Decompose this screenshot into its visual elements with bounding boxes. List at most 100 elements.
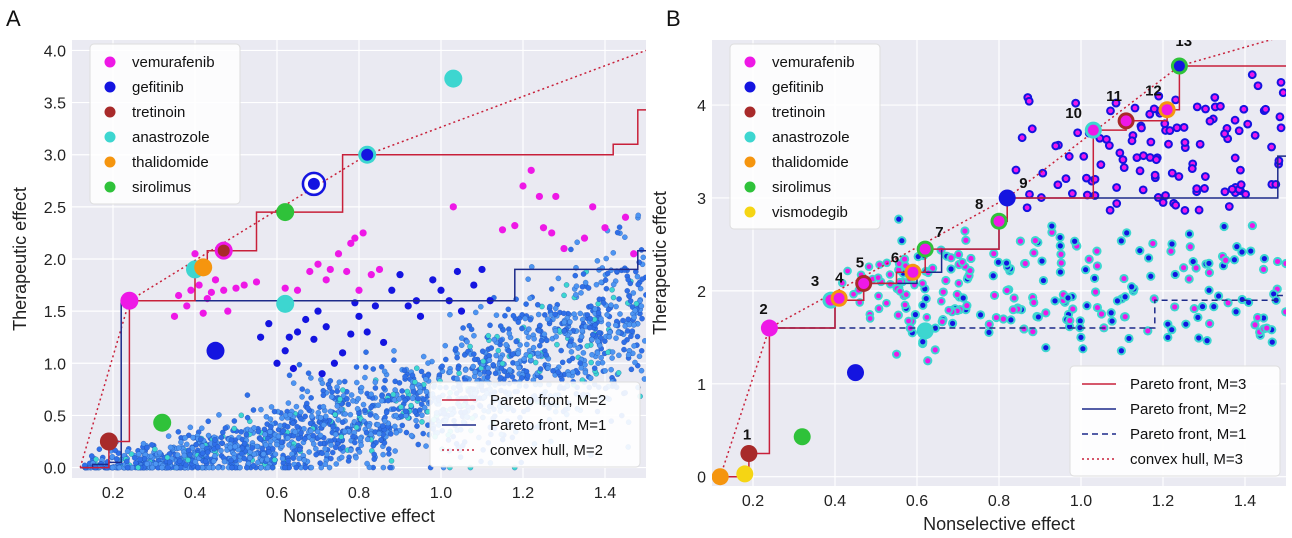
vemurafenib-point — [1278, 125, 1284, 131]
vemurafenib-point — [1174, 125, 1180, 131]
cloud-point — [558, 347, 564, 354]
y-tick-label: 2 — [697, 284, 706, 301]
y-tick-label: 0.0 — [44, 461, 66, 478]
inner-point — [1239, 249, 1245, 255]
legend-drugs: vemurafenib gefitinib tretinoin anastrozole… — [729, 43, 881, 230]
vemurafenib-point — [1245, 121, 1251, 127]
cloud-point — [527, 295, 533, 302]
inner-point — [1118, 238, 1124, 244]
vemurafenib-point — [1222, 131, 1228, 137]
vemurafenib-point — [1066, 154, 1072, 159]
y-tick-label: 3.5 — [44, 96, 66, 113]
cloud-point — [641, 376, 646, 382]
vemurafenib-point — [1277, 114, 1283, 120]
inner-point — [1049, 223, 1055, 229]
cloud-point — [414, 365, 420, 371]
pareto-point-label: 6 — [891, 249, 899, 266]
x-tick-label: 1.0 — [1070, 493, 1092, 510]
inner-point — [1221, 223, 1227, 230]
vemurafenib-point — [1194, 104, 1200, 110]
panel-b-letter: B — [666, 6, 681, 31]
vemurafenib-point — [1229, 186, 1235, 192]
y-tick-label: 0.5 — [44, 408, 66, 425]
inner-point — [960, 295, 966, 301]
cloud-point — [571, 311, 577, 317]
inner-point — [899, 238, 905, 244]
cloud-point — [513, 338, 519, 345]
inner-point — [986, 329, 992, 335]
pareto-point-label: 4 — [835, 269, 844, 286]
cloud-point — [328, 442, 334, 448]
vemurafenib-point — [920, 281, 925, 286]
cloud-point — [502, 312, 508, 319]
y-tick-label: 4 — [697, 98, 706, 115]
cloud-point — [218, 447, 224, 454]
inner-point — [901, 256, 908, 262]
inner-point — [1225, 300, 1231, 306]
y-tick-label: 3.0 — [44, 148, 66, 165]
cloud-point — [634, 273, 641, 280]
inner-point — [1150, 240, 1156, 247]
vemurafenib-point — [1055, 182, 1061, 188]
vemurafenib-point — [1084, 192, 1090, 198]
inner-point — [1234, 244, 1240, 250]
vemurafenib-point — [1114, 201, 1120, 206]
vemurafenib-point — [1207, 118, 1213, 124]
cloud-point — [345, 401, 352, 408]
cloud-point — [526, 326, 532, 332]
vemurafenib-point — [876, 293, 881, 299]
highlight-vemurafenib — [763, 322, 775, 334]
highlight-vemurafenib — [993, 215, 1005, 227]
inner-point — [1255, 314, 1261, 321]
pareto-point-label: 11 — [1106, 88, 1122, 105]
inner-point — [1058, 260, 1064, 266]
inner-point — [1109, 318, 1115, 324]
pareto-point-label: 9 — [1019, 175, 1027, 192]
inner-point — [991, 251, 997, 257]
cloud-point — [199, 425, 205, 432]
legend-label-tretinoin: tretinoin — [772, 104, 825, 121]
legend-marker-anastrozole — [744, 131, 756, 143]
cloud-point — [478, 303, 484, 310]
inner-point — [949, 320, 956, 326]
vemurafenib-point — [887, 272, 893, 277]
vemurafenib-point — [1024, 205, 1030, 211]
vemurafenib-point — [1029, 126, 1035, 132]
cloud-point — [399, 422, 406, 429]
legend-marker-thalidomide — [744, 156, 756, 168]
inner-point — [990, 273, 996, 279]
vemurafenib-point — [1132, 105, 1138, 111]
vemurafenib-point — [845, 268, 851, 274]
cloud-point — [381, 385, 387, 391]
cloud-point — [327, 378, 334, 384]
cloud-point — [348, 392, 355, 398]
cloud-point — [580, 271, 587, 277]
vemurafenib-point — [924, 314, 930, 320]
highlight-tretinoin — [743, 447, 755, 459]
inner-point — [1080, 346, 1086, 352]
vemurafenib-point — [1084, 175, 1089, 181]
y-axis-label: Therapeutic effect — [650, 191, 670, 335]
legend-label-anastrozole: anastrozole — [772, 129, 850, 146]
inner-point — [1169, 241, 1175, 247]
cloud-point — [293, 403, 300, 410]
cloud-point — [357, 435, 363, 442]
vemurafenib-point — [887, 281, 893, 287]
inner-point — [1269, 339, 1275, 345]
vemurafenib-point — [1241, 106, 1247, 112]
inner-point — [1207, 321, 1213, 327]
cloud-point — [388, 458, 395, 464]
highlight-sirolimus — [796, 431, 808, 443]
inner-point — [948, 266, 954, 272]
inner-point — [1190, 258, 1196, 265]
vemurafenib-point — [956, 280, 962, 286]
inner-point — [943, 277, 949, 284]
inner-point — [986, 321, 992, 327]
inner-point — [925, 358, 931, 364]
cloud-point — [332, 411, 338, 418]
cloud-point — [315, 409, 322, 416]
vemurafenib-point — [867, 316, 873, 321]
inner-point — [991, 292, 998, 298]
inner-point — [1091, 275, 1098, 281]
